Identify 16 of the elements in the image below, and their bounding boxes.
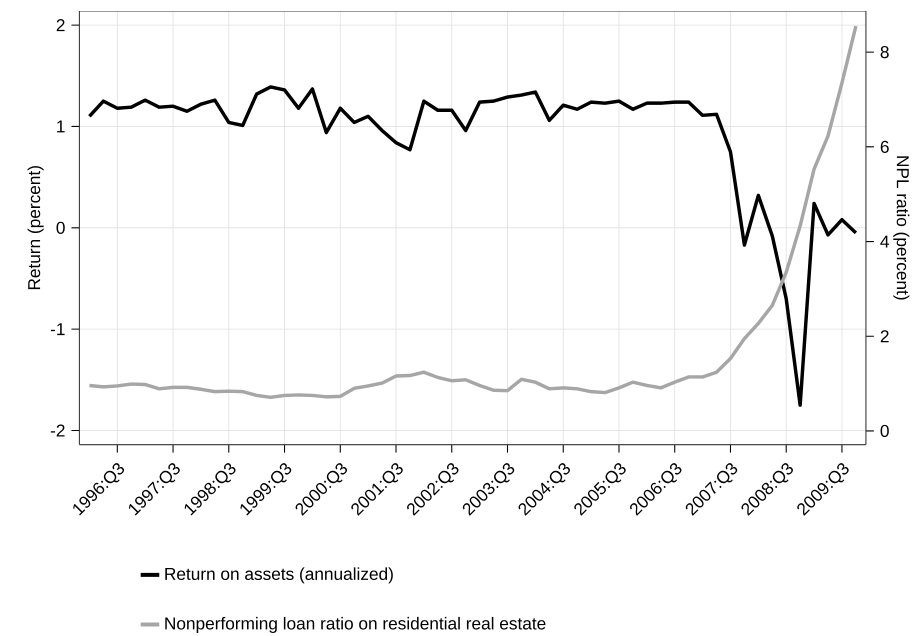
y2-tick-label: 4 (880, 236, 889, 248)
line-series (88, 24, 858, 400)
y-tick-label: 1 (57, 120, 65, 133)
y2-tick-label: 8 (880, 46, 889, 58)
y2-tick-label: 2 (880, 330, 889, 342)
y-tick-label: -1 (50, 323, 65, 336)
y-tick-label: 2 (56, 19, 65, 32)
y-axis-title: Return (percent) (28, 166, 44, 290)
y-tick-label: -2 (50, 424, 65, 437)
line-series (88, 85, 858, 408)
legend-label: Nonperforming loan ratio on residential real estate (165, 617, 546, 634)
y-tick-label: 0 (56, 222, 65, 234)
y2-tick-label: 0 (880, 425, 889, 438)
y2-tick-label: 6 (880, 140, 889, 154)
y2-axis-title: NPL ratio (percent) (893, 156, 910, 300)
legend-label: Return on assets (annualized) (165, 568, 393, 584)
